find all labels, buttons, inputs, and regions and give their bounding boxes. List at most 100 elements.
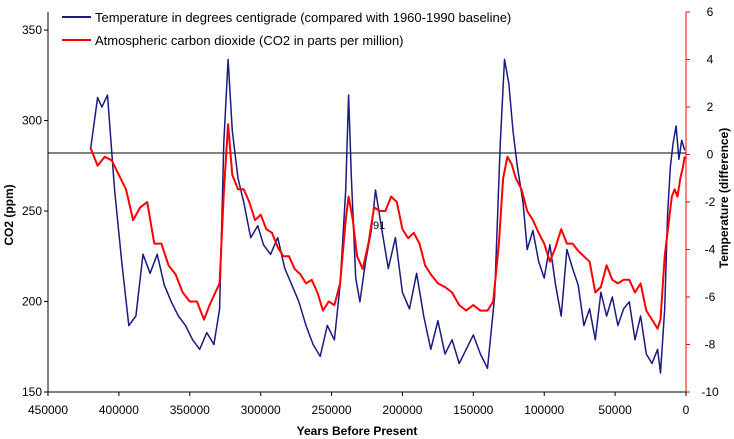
data-point <box>97 96 99 99</box>
data-point <box>227 123 229 125</box>
data-point <box>219 308 221 310</box>
data-point <box>657 328 659 330</box>
y-left-ticks: 150 200 250 300 350 <box>22 23 48 399</box>
legend-temperature-label: Temperature in degrees centigrade (compa… <box>95 10 511 25</box>
x-tick-label: 250000 <box>312 403 352 417</box>
x-tick-label: 400000 <box>99 403 139 417</box>
data-point <box>640 315 642 317</box>
x-tick-label: 50000 <box>598 403 632 417</box>
data-point <box>203 319 205 321</box>
data-point <box>479 353 481 355</box>
data-point <box>350 177 352 179</box>
data-point <box>458 304 460 306</box>
data-point <box>416 272 418 274</box>
data-point <box>681 139 683 141</box>
data-point <box>516 165 518 167</box>
data-point <box>146 201 148 203</box>
data-point <box>374 189 377 191</box>
data-point <box>560 228 562 230</box>
data-point <box>153 243 155 245</box>
x-tick-label: 350000 <box>170 403 210 417</box>
y-right-tick-label: 6 <box>707 5 714 19</box>
series-line-temperature <box>89 58 686 374</box>
data-point <box>104 156 106 158</box>
data-point <box>444 353 446 355</box>
y-left-tick-label: 200 <box>22 295 42 309</box>
data-point <box>606 315 608 317</box>
data-point <box>600 286 602 288</box>
x-tick-label: 100000 <box>524 403 564 417</box>
data-point <box>424 264 426 266</box>
data-point <box>511 163 513 165</box>
data-point <box>437 282 439 284</box>
data-point <box>515 177 517 180</box>
data-point <box>444 286 446 288</box>
data-point <box>628 279 630 281</box>
data-point <box>305 324 307 327</box>
data-point <box>362 268 364 270</box>
data-point <box>243 188 245 190</box>
data-point <box>111 159 113 161</box>
data-point <box>305 282 307 284</box>
data-point <box>566 248 568 251</box>
data-point <box>237 188 239 190</box>
data-point <box>600 291 602 293</box>
data-point <box>492 300 494 303</box>
series-line-co2 <box>89 123 686 330</box>
data-point <box>213 343 215 346</box>
data-point <box>271 232 273 234</box>
data-point <box>390 196 392 198</box>
data-point <box>294 268 296 270</box>
data-point <box>160 243 162 245</box>
data-point <box>594 291 596 294</box>
data-point <box>114 189 116 191</box>
y-right-tick-label: -10 <box>701 385 719 399</box>
data-point <box>282 255 284 257</box>
data-point <box>299 273 301 275</box>
data-point <box>243 201 245 203</box>
data-point <box>684 156 686 158</box>
data-point <box>543 243 545 245</box>
data-point <box>503 58 506 61</box>
data-point <box>270 253 272 255</box>
data-point <box>645 353 647 355</box>
data-point <box>532 219 534 221</box>
data-point <box>379 210 381 212</box>
data-point <box>380 225 382 227</box>
y-left-tick-label: 350 <box>22 23 42 37</box>
data-point <box>118 174 120 176</box>
data-point <box>664 308 666 310</box>
data-point <box>572 267 574 270</box>
x-tick-label: 200000 <box>382 403 422 417</box>
data-point <box>355 277 357 279</box>
data-point <box>219 282 221 284</box>
data-point <box>611 296 613 298</box>
data-point <box>472 334 474 336</box>
data-point <box>430 348 432 350</box>
data-point <box>345 219 347 221</box>
data-point <box>520 188 523 190</box>
y-right-tick-label: -4 <box>705 243 716 257</box>
data-point <box>142 253 144 255</box>
data-point <box>664 255 666 257</box>
data-point <box>121 260 123 262</box>
data-point <box>611 279 613 281</box>
data-point <box>486 367 489 369</box>
data-point <box>508 82 510 84</box>
data-point <box>277 246 279 248</box>
data-point <box>254 219 256 221</box>
x-ticks: 450000 400000 350000 300000 250000 200000 1500… <box>28 392 690 417</box>
data-point <box>583 324 585 327</box>
y-axis-right-title: Temperature (difference) <box>717 128 731 268</box>
data-point <box>437 320 439 322</box>
data-point <box>348 94 350 96</box>
data-point <box>526 210 528 212</box>
data-point <box>149 272 151 274</box>
data-point <box>499 142 501 144</box>
data-point <box>555 246 557 248</box>
data-point <box>265 228 267 230</box>
data-point <box>333 339 335 341</box>
data-point <box>512 130 514 132</box>
legend-co2-label: Atmospheric carbon dioxide (CO2 in parts… <box>95 33 404 48</box>
y-right-ticks: 6 4 2 0 -2 -4 -6 -8 -10 <box>686 5 719 399</box>
